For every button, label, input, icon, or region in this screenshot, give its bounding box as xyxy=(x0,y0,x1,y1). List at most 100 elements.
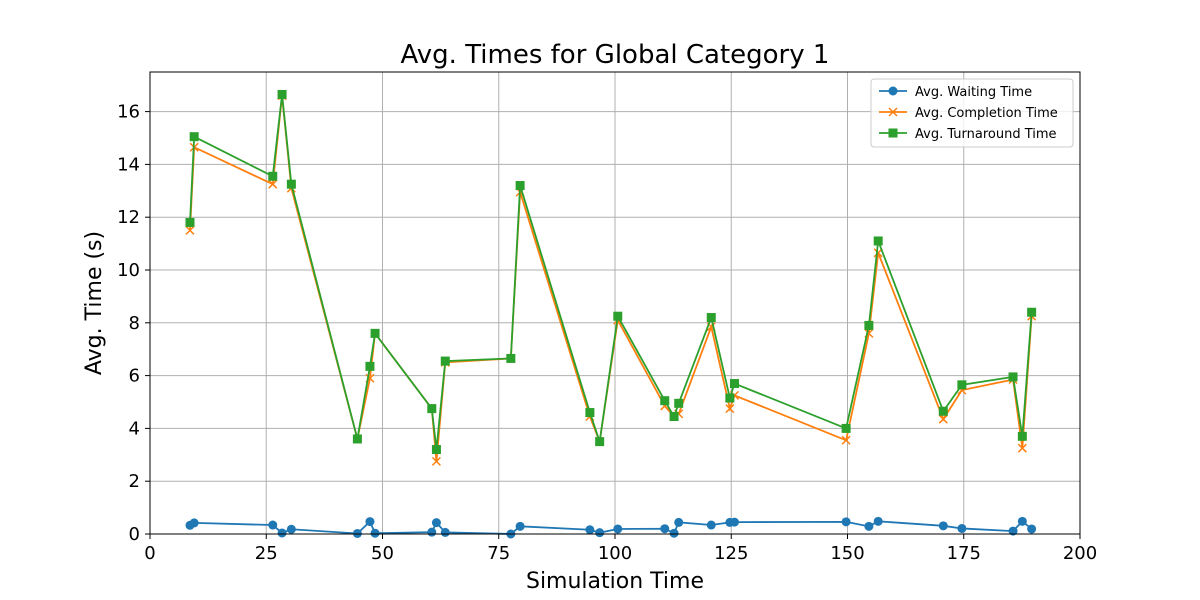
legend-label: Avg. Turnaround Time xyxy=(915,127,1057,142)
data-point-avg-turnaround-time xyxy=(277,89,287,99)
data-point-avg-waiting-time xyxy=(352,528,362,538)
legend: Avg. Waiting Time Avg. Completion Time Avg… xyxy=(870,78,1074,148)
data-point-avg-waiting-time xyxy=(515,521,525,531)
data-point-avg-waiting-time xyxy=(706,520,716,530)
legend-marker xyxy=(888,86,898,96)
data-point-avg-turnaround-time xyxy=(613,311,623,321)
data-point-avg-waiting-time xyxy=(189,518,199,528)
x-tick-label: 175 xyxy=(947,543,981,564)
data-point-avg-waiting-time xyxy=(660,524,670,534)
legend-item-avg-turnaround-time: Avg. Turnaround Time xyxy=(879,127,1057,142)
y-tick-label: 6 xyxy=(129,366,140,387)
x-tick-label: 0 xyxy=(144,543,155,564)
data-point-avg-turnaround-time xyxy=(585,408,595,418)
data-point-avg-turnaround-time xyxy=(957,380,967,390)
data-point-avg-completion-time xyxy=(268,179,278,189)
data-point-avg-waiting-time xyxy=(431,518,441,528)
data-point-avg-turnaround-time xyxy=(506,353,516,363)
data-point-avg-turnaround-time xyxy=(189,132,199,142)
data-point-avg-waiting-time xyxy=(1017,516,1027,526)
series-avg-waiting-time xyxy=(185,516,1037,539)
data-point-avg-turnaround-time xyxy=(440,356,450,366)
data-point-avg-turnaround-time xyxy=(286,179,296,189)
series-avg-completion-time xyxy=(185,91,1037,466)
data-point-avg-waiting-time xyxy=(595,528,605,538)
data-point-avg-waiting-time xyxy=(440,527,450,537)
data-point-avg-turnaround-time xyxy=(730,379,740,389)
x-axis-label: Simulation Time xyxy=(526,569,704,594)
y-tick-label: 4 xyxy=(129,418,140,439)
data-point-avg-waiting-time xyxy=(277,528,287,538)
legend-item-avg-completion-time: Avg. Completion Time xyxy=(879,106,1058,121)
data-point-avg-turnaround-time xyxy=(515,181,525,191)
series-layer xyxy=(185,89,1037,539)
data-point-avg-turnaround-time xyxy=(1027,307,1037,317)
data-point-avg-turnaround-time xyxy=(841,423,851,433)
data-point-avg-waiting-time xyxy=(864,521,874,531)
data-point-avg-waiting-time xyxy=(873,516,883,526)
y-tick-label: 16 xyxy=(117,102,140,123)
x-tick-label: 75 xyxy=(487,543,510,564)
data-point-avg-completion-time xyxy=(841,435,851,445)
legend-label: Avg. Completion Time xyxy=(915,106,1058,121)
data-point-avg-turnaround-time xyxy=(352,434,362,444)
data-point-avg-turnaround-time xyxy=(674,398,684,408)
y-tick-label: 10 xyxy=(117,260,140,281)
x-tick-label: 50 xyxy=(371,543,394,564)
data-point-avg-turnaround-time xyxy=(1017,431,1027,441)
y-tick-label: 14 xyxy=(117,154,140,175)
x-tick-label: 125 xyxy=(714,543,748,564)
data-point-avg-waiting-time xyxy=(1008,526,1018,536)
legend-box xyxy=(870,78,1074,148)
data-point-avg-turnaround-time xyxy=(706,313,716,323)
legend-marker xyxy=(888,128,898,138)
data-point-avg-turnaround-time xyxy=(1008,372,1018,382)
data-point-avg-completion-time xyxy=(938,414,948,424)
data-point-avg-waiting-time xyxy=(957,523,967,533)
data-point-avg-turnaround-time xyxy=(365,361,375,371)
data-point-avg-completion-time xyxy=(1017,443,1027,453)
data-point-avg-waiting-time xyxy=(938,521,948,531)
data-point-avg-turnaround-time xyxy=(595,437,605,447)
data-point-avg-turnaround-time xyxy=(370,328,380,338)
data-point-avg-turnaround-time xyxy=(185,217,195,227)
x-tick-label: 100 xyxy=(598,543,632,564)
y-tick-label: 12 xyxy=(117,207,140,228)
data-point-avg-waiting-time xyxy=(669,528,679,538)
data-point-avg-waiting-time xyxy=(427,527,437,537)
series-line-avg-turnaround-time xyxy=(189,94,1033,450)
data-point-avg-waiting-time xyxy=(365,517,375,527)
y-axis-label: Avg. Time (s) xyxy=(82,231,107,375)
data-point-avg-waiting-time xyxy=(268,520,278,530)
y-tick-label: 2 xyxy=(129,471,140,492)
ticks: 0 25 50 75 100 125 150 175 200 0 2 4 6 8 10 12 14 16 xyxy=(117,102,1097,564)
data-point-avg-turnaround-time xyxy=(864,320,874,330)
data-point-avg-completion-time xyxy=(725,404,735,414)
data-point-avg-turnaround-time xyxy=(427,404,437,414)
data-point-avg-turnaround-time xyxy=(669,412,679,422)
legend-marker xyxy=(888,107,898,117)
x-tick-label: 200 xyxy=(1063,543,1097,564)
chart-title: Avg. Times for Global Category 1 xyxy=(401,40,830,70)
data-point-avg-completion-time xyxy=(185,225,195,235)
data-point-avg-waiting-time xyxy=(370,528,380,538)
y-tick-label: 0 xyxy=(129,524,140,545)
data-point-avg-waiting-time xyxy=(674,517,684,527)
data-point-avg-waiting-time xyxy=(613,524,623,534)
data-point-avg-turnaround-time xyxy=(725,393,735,403)
data-point-avg-turnaround-time xyxy=(431,445,441,455)
x-tick-label: 25 xyxy=(255,543,278,564)
y-tick-label: 8 xyxy=(129,313,140,334)
data-point-avg-waiting-time xyxy=(585,525,595,535)
data-point-avg-waiting-time xyxy=(1027,524,1037,534)
series-line-avg-waiting-time xyxy=(189,520,1033,535)
data-point-avg-turnaround-time xyxy=(660,396,670,406)
data-point-avg-turnaround-time xyxy=(268,171,278,181)
legend-item-avg-waiting-time: Avg. Waiting Time xyxy=(879,85,1032,100)
data-point-avg-turnaround-time xyxy=(938,406,948,416)
x-tick-label: 150 xyxy=(830,543,864,564)
legend-label: Avg. Waiting Time xyxy=(915,85,1032,100)
data-point-avg-turnaround-time xyxy=(873,236,883,246)
